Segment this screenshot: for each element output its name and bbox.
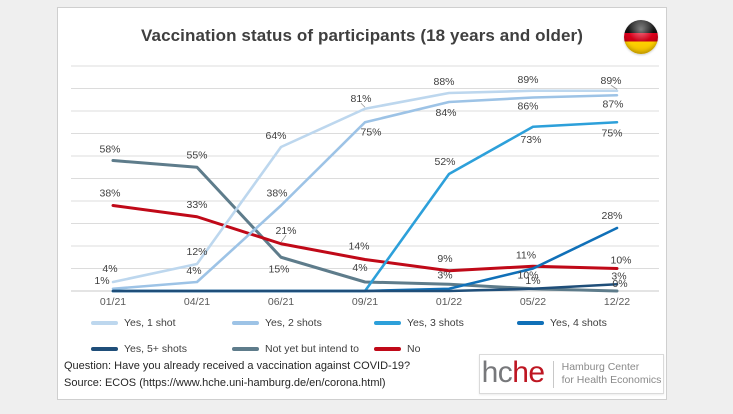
legend-label-yes-2-shots: Yes, 2 shots	[265, 317, 322, 329]
data-label-yes-2-shots-12-22: 87%	[602, 98, 623, 110]
data-label-yes-1-shot-12-22: 89%	[600, 75, 621, 87]
chart-line-yes-2-shots	[111, 93, 619, 291]
legend-item-not-yet-but-intend-to: Not yet but intend to	[232, 343, 359, 355]
data-label-not-yet-but-intend-to-12-22: 0%	[612, 278, 627, 290]
data-label-not-yet-but-intend-to-04-21: 55%	[186, 149, 207, 161]
x-tick-06-21: 06/21	[268, 296, 294, 308]
x-tick-01-22: 01/22	[436, 296, 462, 308]
data-label-yes-1-shot-06-21: 64%	[265, 130, 286, 142]
data-label-not-yet-but-intend-to-01-22: 3%	[437, 269, 452, 281]
data-label-no-05-22: 11%	[516, 249, 536, 261]
hche-logo-gray-part: hc	[481, 355, 513, 389]
x-tick-05-22: 05/22	[520, 296, 546, 308]
data-label-yes-1-shot-01-22: 88%	[433, 76, 454, 88]
chart-line-yes-1-shot	[111, 89, 619, 284]
data-label-yes-2-shots-01-22: 84%	[435, 107, 456, 119]
data-label-yes-3-shots-01-22: 52%	[434, 156, 455, 168]
label-leader-line	[610, 84, 618, 90]
label-leader-line	[280, 235, 287, 243]
data-label-not-yet-but-intend-to-05-22: 1%	[525, 275, 540, 287]
page-title: Vaccination status of participants (18 y…	[141, 26, 583, 45]
germany-flag-icon	[624, 20, 658, 54]
legend-label-no: No	[407, 343, 421, 355]
footer-notes: Question: Have you already received a va…	[64, 358, 410, 391]
data-label-yes-2-shots-05-22: 86%	[517, 101, 538, 113]
x-tick-01-21: 01/21	[100, 296, 126, 308]
data-label-yes-1-shot-05-22: 89%	[517, 74, 538, 86]
source-text: Source: ECOS (https://www.hche.uni-hambu…	[64, 376, 386, 389]
legend-swatch-yes-1-shot	[91, 321, 118, 325]
legend-swatch-no	[374, 347, 401, 351]
data-label-yes-1-shot-01-21: 4%	[102, 263, 117, 275]
legend-item-yes-5-shots: Yes, 5+ shots	[91, 343, 187, 355]
legend-item-yes-3-shots: Yes, 3 shots	[374, 317, 464, 329]
legend-swatch-yes-4-shots	[517, 321, 544, 325]
legend-swatch-not-yet-but-intend-to	[232, 347, 259, 351]
data-label-not-yet-but-intend-to-01-21: 58%	[99, 144, 120, 156]
legend-item-yes-2-shots: Yes, 2 shots	[232, 317, 322, 329]
data-label-yes-2-shots-01-21: 1%	[94, 275, 109, 287]
legend-swatch-yes-5-shots	[91, 347, 118, 351]
label-leader-line	[360, 102, 366, 108]
legend-label-not-yet-but-intend-to: Not yet but intend to	[265, 343, 359, 355]
question-text: Question: Have you already received a va…	[64, 360, 411, 372]
data-label-yes-2-shots-06-21: 38%	[266, 188, 287, 200]
chart-legend-row-2: Yes, 5+ shots Not yet but intend to No	[58, 343, 668, 359]
data-label-yes-2-shots-09-21: 75%	[360, 126, 381, 138]
chart-legend-row-1: Yes, 1 shot Yes, 2 shots Yes, 3 shots Yes, …	[58, 317, 668, 333]
chart-line-yes-5-shots	[111, 282, 619, 293]
hche-logo-red-part: he	[512, 355, 545, 389]
legend-item-no: No	[374, 343, 420, 355]
data-label-not-yet-but-intend-to-09-21: 4%	[352, 262, 367, 274]
legend-label-yes-1-shot: Yes, 1 shot	[124, 317, 176, 329]
data-label-no-04-21: 33%	[186, 199, 207, 211]
data-label-no-12-22: 10%	[610, 255, 631, 267]
data-label-yes-4-shots-12-22: 28%	[601, 210, 622, 222]
data-label-no-09-21: 14%	[348, 241, 369, 253]
data-label-no-06-21: 21%	[275, 225, 296, 237]
x-tick-12-22: 12/22	[604, 296, 630, 308]
legend-label-yes-3-shots: Yes, 3 shots	[407, 317, 464, 329]
legend-item-yes-4-shots: Yes, 4 shots	[517, 317, 607, 329]
data-label-not-yet-but-intend-to-06-21: 15%	[268, 263, 289, 275]
data-label-yes-5-shots-12-22: 3%	[611, 270, 626, 282]
hche-logo-separator	[552, 360, 554, 388]
chart-line-no	[111, 204, 619, 273]
hche-logo-org-name: Hamburg Center for Health Economics	[561, 360, 662, 387]
legend-label-yes-4-shots: Yes, 4 shots	[550, 317, 607, 329]
x-tick-04-21: 04/21	[184, 296, 210, 308]
hche-logo-wordmark: hche	[481, 355, 546, 389]
vaccination-line-chart: 01/21 04/21 06/21 09/21 01/22 05/22 12/22 4% 12%…	[71, 65, 659, 308]
chart-card: Vaccination status of participants (18 y…	[57, 7, 667, 400]
data-label-yes-4-shots-05-22: 10%	[517, 270, 538, 282]
data-label-yes-1-shot-09-21: 81%	[350, 93, 371, 105]
data-label-yes-2-shots-04-21: 4%	[186, 265, 201, 277]
data-label-yes-3-shots-05-22: 73%	[520, 134, 541, 146]
data-label-yes-3-shots-12-22: 75%	[601, 127, 622, 139]
x-tick-09-21: 09/21	[352, 296, 378, 308]
legend-label-yes-5-shots: Yes, 5+ shots	[124, 343, 187, 355]
data-label-no-01-21: 38%	[99, 188, 120, 200]
hche-logo: hche Hamburg Center for Health Economics	[479, 354, 664, 394]
legend-item-yes-1-shot: Yes, 1 shot	[91, 317, 176, 329]
data-label-yes-1-shot-04-21: 12%	[186, 246, 207, 258]
legend-swatch-yes-2-shots	[232, 321, 259, 325]
data-label-no-01-22: 9%	[437, 253, 452, 265]
legend-swatch-yes-3-shots	[374, 321, 401, 325]
